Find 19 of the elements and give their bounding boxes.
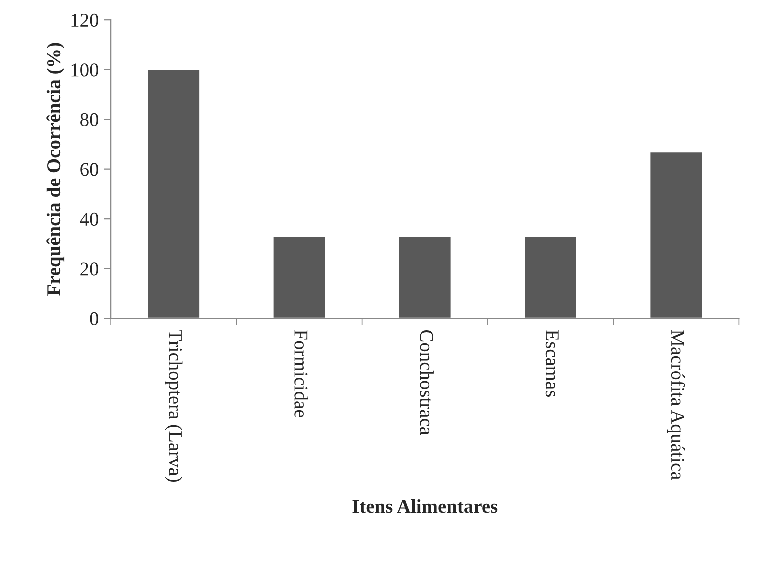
- x-tick-label: Trichoptera (Larva): [165, 330, 183, 482]
- x-tick-label: Conchostraca: [420, 330, 434, 436]
- x-tick-label: Formicidae: [294, 330, 308, 418]
- y-tick-label: 100: [72, 64, 99, 77]
- x-tick-label: Escamas: [546, 330, 559, 398]
- bar: [146, 69, 201, 319]
- y-axis-title: Frequência de Ocorrência (%): [46, 43, 65, 296]
- bar: [398, 236, 452, 319]
- y-tick-label: 80: [80, 113, 99, 127]
- x-axis-title: Itens Alimentares: [352, 500, 498, 514]
- y-tick-label: 0: [90, 312, 99, 326]
- y-tick-label: 60: [80, 163, 99, 176]
- bar: [649, 151, 704, 319]
- x-tick-label: Macrófita Aquática: [667, 330, 686, 480]
- y-tick-label: 40: [80, 212, 99, 226]
- y-tick-label: 120: [72, 14, 99, 28]
- y-tick-label: 20: [80, 262, 99, 276]
- bar: [272, 236, 327, 319]
- bar: [524, 236, 578, 319]
